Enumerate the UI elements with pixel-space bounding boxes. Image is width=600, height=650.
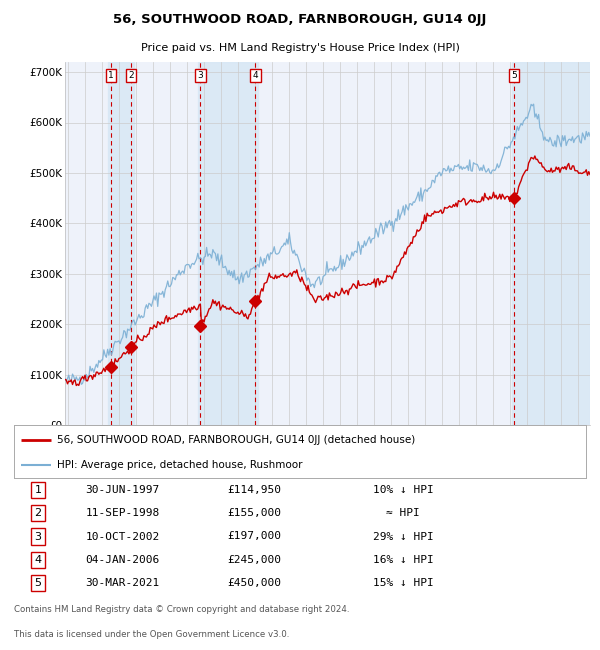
Text: 30-JUN-1997: 30-JUN-1997 [86, 485, 160, 495]
Text: £245,000: £245,000 [227, 555, 281, 565]
Bar [108, 62, 134, 425]
Text: 04-JAN-2006: 04-JAN-2006 [86, 555, 160, 565]
Text: 56, SOUTHWOOD ROAD, FARNBOROUGH, GU14 0JJ (detached house): 56, SOUTHWOOD ROAD, FARNBOROUGH, GU14 0J… [57, 435, 415, 445]
Text: This data is licensed under the Open Government Licence v3.0.: This data is licensed under the Open Gov… [14, 630, 289, 639]
Bar [512, 62, 590, 425]
Text: 10% ↓ HPI: 10% ↓ HPI [373, 485, 433, 495]
Text: 1: 1 [108, 71, 113, 80]
Text: 4: 4 [253, 71, 258, 80]
Text: 5: 5 [35, 578, 41, 588]
Text: £450,000: £450,000 [227, 578, 281, 588]
Text: 16% ↓ HPI: 16% ↓ HPI [373, 555, 433, 565]
Text: 1: 1 [35, 485, 41, 495]
Text: £155,000: £155,000 [227, 508, 281, 518]
Bar [198, 62, 258, 425]
Text: £197,000: £197,000 [227, 532, 281, 541]
Text: ≈ HPI: ≈ HPI [386, 508, 420, 518]
Text: 29% ↓ HPI: 29% ↓ HPI [373, 532, 433, 541]
Text: 3: 3 [197, 71, 203, 80]
Text: 3: 3 [35, 532, 41, 541]
Text: 5: 5 [511, 71, 517, 80]
Text: £114,950: £114,950 [227, 485, 281, 495]
Text: 10-OCT-2002: 10-OCT-2002 [86, 532, 160, 541]
Text: Contains HM Land Registry data © Crown copyright and database right 2024.: Contains HM Land Registry data © Crown c… [14, 604, 349, 614]
Text: 15% ↓ HPI: 15% ↓ HPI [373, 578, 433, 588]
Text: 2: 2 [128, 71, 134, 80]
Text: 30-MAR-2021: 30-MAR-2021 [86, 578, 160, 588]
Text: HPI: Average price, detached house, Rushmoor: HPI: Average price, detached house, Rush… [57, 460, 302, 470]
Text: 4: 4 [34, 555, 41, 565]
Text: 56, SOUTHWOOD ROAD, FARNBOROUGH, GU14 0JJ: 56, SOUTHWOOD ROAD, FARNBOROUGH, GU14 0J… [113, 14, 487, 27]
Text: Price paid vs. HM Land Registry's House Price Index (HPI): Price paid vs. HM Land Registry's House … [140, 43, 460, 53]
Text: 2: 2 [34, 508, 41, 518]
Text: 11-SEP-1998: 11-SEP-1998 [86, 508, 160, 518]
